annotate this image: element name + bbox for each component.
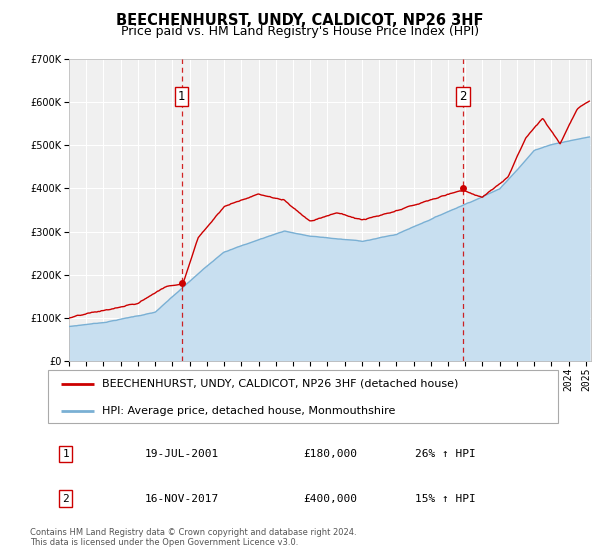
Text: Price paid vs. HM Land Registry's House Price Index (HPI): Price paid vs. HM Land Registry's House … [121,25,479,38]
Text: 16-NOV-2017: 16-NOV-2017 [145,493,219,503]
Text: HPI: Average price, detached house, Monmouthshire: HPI: Average price, detached house, Monm… [101,406,395,416]
Text: £400,000: £400,000 [303,493,357,503]
Text: 2: 2 [460,90,467,103]
Text: £180,000: £180,000 [303,449,357,459]
Text: BEECHENHURST, UNDY, CALDICOT, NP26 3HF (detached house): BEECHENHURST, UNDY, CALDICOT, NP26 3HF (… [101,379,458,389]
Text: Contains HM Land Registry data © Crown copyright and database right 2024.
This d: Contains HM Land Registry data © Crown c… [30,528,356,547]
Text: 1: 1 [178,90,185,103]
Text: BEECHENHURST, UNDY, CALDICOT, NP26 3HF: BEECHENHURST, UNDY, CALDICOT, NP26 3HF [116,13,484,28]
FancyBboxPatch shape [48,370,558,423]
Text: 26% ↑ HPI: 26% ↑ HPI [415,449,476,459]
Text: 2: 2 [62,493,69,503]
Text: 15% ↑ HPI: 15% ↑ HPI [415,493,476,503]
Text: 1: 1 [62,449,69,459]
Text: 19-JUL-2001: 19-JUL-2001 [145,449,219,459]
